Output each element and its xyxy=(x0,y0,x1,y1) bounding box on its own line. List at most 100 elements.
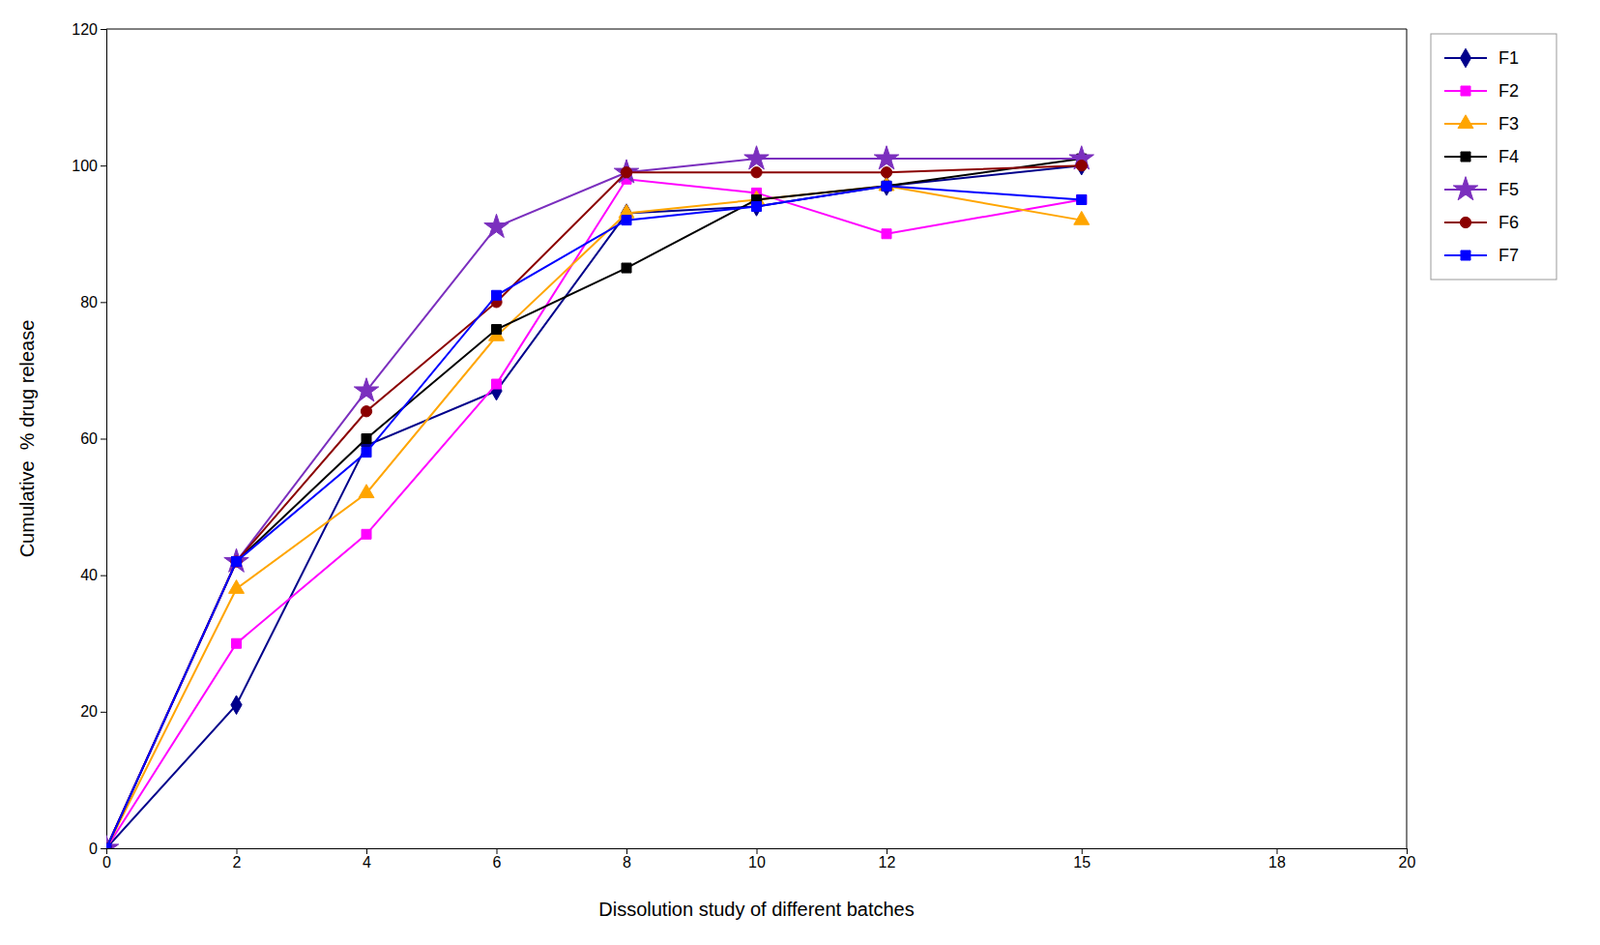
tick-mark xyxy=(100,847,107,849)
tick-label: 15 xyxy=(1073,853,1091,871)
series-line xyxy=(106,165,1082,848)
point xyxy=(613,159,639,183)
point xyxy=(106,842,113,848)
tick-label: 18 xyxy=(1268,853,1286,871)
point xyxy=(232,638,242,648)
y-axis-title: Cumulative % drug release xyxy=(16,320,38,558)
tick: 12 xyxy=(878,847,897,871)
tick-mark xyxy=(100,301,107,303)
tick-label: 2 xyxy=(232,853,242,871)
series xyxy=(106,153,1087,848)
plot-area: 0 2 4 6 8 10 12 15 18 20 0 20 40 60 80 100 120 xyxy=(71,21,1416,872)
series xyxy=(106,180,1087,848)
tick-label: 20 xyxy=(80,702,98,720)
point xyxy=(620,167,632,178)
point xyxy=(361,528,372,539)
legend-symbol xyxy=(1460,86,1471,96)
tick: 40 xyxy=(80,566,107,583)
tick-label: 0 xyxy=(102,853,112,871)
tick-mark xyxy=(100,165,107,167)
legend-item: F3 xyxy=(1444,114,1519,134)
point xyxy=(878,176,895,191)
point xyxy=(752,202,762,212)
tick-label: 60 xyxy=(80,430,98,447)
point xyxy=(232,556,242,567)
axis-line xyxy=(100,29,108,849)
tick-mark xyxy=(1081,847,1083,854)
tick: 0 xyxy=(102,847,112,871)
legend-symbol xyxy=(1459,216,1471,228)
point xyxy=(492,378,502,389)
legend-item: F4 xyxy=(1444,146,1519,167)
point xyxy=(873,145,899,170)
legend-label: F5 xyxy=(1498,179,1519,200)
legend-symbol xyxy=(1460,250,1471,261)
legend-label: F2 xyxy=(1498,81,1519,101)
series xyxy=(106,145,1094,848)
legend-symbol xyxy=(1460,151,1471,162)
series xyxy=(106,160,1087,848)
tick: 0 xyxy=(88,840,107,857)
point xyxy=(232,556,242,567)
legend-frame xyxy=(1430,33,1557,280)
tick-label: 4 xyxy=(362,853,372,871)
series-line xyxy=(106,178,1082,848)
tick-mark xyxy=(100,29,107,30)
tick-label: 80 xyxy=(80,293,98,311)
point xyxy=(621,215,632,226)
tick-mark xyxy=(626,847,628,854)
tick-mark xyxy=(236,847,238,854)
tick: 15 xyxy=(1073,847,1091,871)
chart: 024681012151820020406080100120Dissolutio… xyxy=(0,0,1600,945)
tick-label: 6 xyxy=(493,853,502,871)
point xyxy=(881,180,892,191)
point xyxy=(880,167,892,178)
legend-label: F1 xyxy=(1498,48,1519,68)
tick-mark xyxy=(756,847,758,854)
tick-mark xyxy=(100,575,107,577)
x-axis: 0 2 4 6 8 10 12 15 18 20 xyxy=(102,847,1416,871)
tick: 120 xyxy=(71,21,107,38)
frame-line xyxy=(106,29,1407,30)
tick-label: 8 xyxy=(622,853,632,871)
legend-item: F1 xyxy=(1444,48,1519,68)
tick-mark xyxy=(1277,847,1279,854)
tick: 2 xyxy=(232,847,242,871)
point xyxy=(353,378,379,402)
legend-label: F7 xyxy=(1498,245,1519,265)
point xyxy=(744,145,769,170)
legend-item: F7 xyxy=(1444,245,1519,265)
tick: 18 xyxy=(1268,847,1286,871)
point xyxy=(751,167,762,178)
tick-mark xyxy=(1406,847,1408,854)
tick-mark xyxy=(100,711,107,713)
point xyxy=(361,447,372,458)
tick: 20 xyxy=(1398,847,1417,871)
legend-item: F6 xyxy=(1444,212,1519,233)
tick-mark xyxy=(100,438,107,440)
tick-label: 100 xyxy=(71,157,98,175)
point xyxy=(1076,160,1087,172)
series-line xyxy=(106,165,1082,848)
tick-label: 12 xyxy=(878,853,897,871)
tick: 20 xyxy=(80,702,107,720)
legend: F1 F2 F3 F4 F5 F6 F7 xyxy=(1430,33,1557,280)
point xyxy=(492,290,502,300)
marks xyxy=(106,145,1094,848)
tick-label: 40 xyxy=(80,566,98,583)
tick: 10 xyxy=(748,847,766,871)
tick: 80 xyxy=(80,293,107,311)
legend-symbol xyxy=(1453,176,1478,201)
point xyxy=(229,580,245,594)
tick: 4 xyxy=(362,847,372,871)
legend-item: F2 xyxy=(1444,81,1519,101)
point xyxy=(881,180,892,191)
tick-label: 0 xyxy=(88,840,98,857)
series xyxy=(106,176,1090,848)
legend-symbol xyxy=(1457,115,1474,129)
legend-label: F3 xyxy=(1498,114,1519,134)
series-line xyxy=(106,158,1082,848)
frame-line xyxy=(1406,29,1408,848)
legend-label: F4 xyxy=(1498,146,1519,167)
tick-mark xyxy=(366,847,368,854)
